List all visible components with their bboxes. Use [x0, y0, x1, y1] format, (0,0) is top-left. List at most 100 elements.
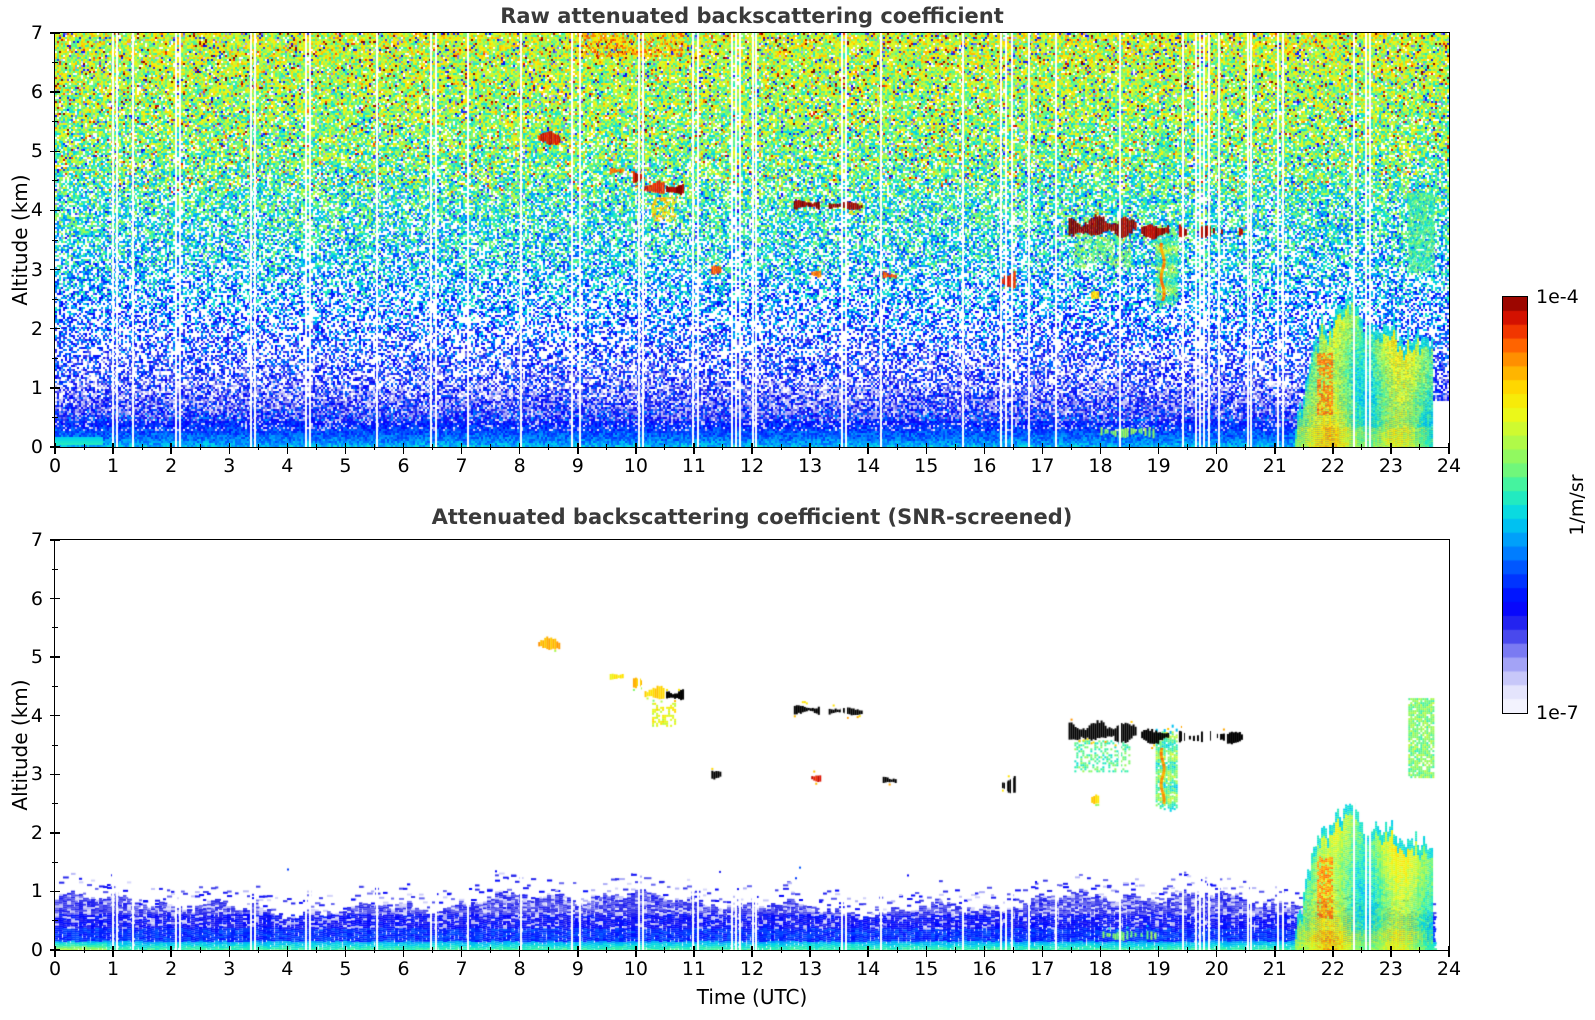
x-tick [170, 443, 172, 454]
plot-title-raw: Raw attenuated backscattering coefficien… [500, 4, 1004, 28]
x-tick [1215, 443, 1218, 454]
x-minor-tick [1419, 444, 1421, 450]
x-tick-label: 2 [165, 455, 178, 477]
x-tick-label: 14 [856, 958, 881, 980]
x-tick-label: 1 [107, 958, 120, 980]
x-minor-tick [373, 444, 375, 450]
y-minor-tick [52, 744, 58, 746]
x-tick-label: 14 [856, 455, 881, 477]
x-minor-tick [1187, 444, 1189, 450]
y-tick-label: 7 [30, 529, 43, 551]
x-minor-tick [141, 947, 143, 953]
plot-screened [53, 538, 1450, 951]
x-tick-label: 10 [623, 455, 648, 477]
x-tick-label: 10 [623, 958, 648, 980]
x-tick [635, 443, 637, 454]
x-tick [518, 443, 521, 454]
x-minor-tick [199, 444, 201, 450]
x-tick-label: 18 [1088, 455, 1113, 477]
x-minor-tick [1245, 947, 1247, 953]
y-tick [50, 773, 60, 776]
heatmap-canvas-screened [54, 539, 1449, 950]
x-minor-tick [373, 947, 375, 953]
x-tick [693, 946, 695, 957]
x-minor-tick [490, 444, 492, 450]
x-tick [518, 946, 521, 957]
x-minor-tick [664, 444, 666, 450]
x-tick [925, 443, 927, 454]
x-tick-label: 20 [1204, 455, 1229, 477]
y-minor-tick [52, 803, 58, 805]
x-minor-tick [664, 947, 666, 953]
x-minor-tick [432, 947, 434, 953]
colorbar-max-label: 1e-4 [1536, 286, 1579, 308]
plot-title-screened: Attenuated backscattering coefficient (S… [431, 505, 1073, 529]
x-tick-label: 15 [914, 958, 939, 980]
y-tick [50, 597, 60, 600]
y-tick [50, 890, 60, 893]
x-tick-label: 11 [681, 455, 706, 477]
x-tick-label: 0 [48, 958, 62, 980]
y-minor-tick [52, 180, 58, 182]
x-tick [693, 443, 695, 454]
x-minor-tick [83, 444, 85, 450]
x-tick-label: 18 [1088, 958, 1113, 980]
x-tick-label: 24 [1436, 958, 1462, 980]
x-tick-label: 22 [1320, 958, 1345, 980]
x-tick-label: 4 [281, 958, 294, 980]
x-minor-tick [896, 947, 898, 953]
y-tick [50, 91, 60, 93]
y-tick-label: 4 [30, 199, 43, 222]
x-tick-label: 12 [739, 958, 765, 980]
x-minor-tick [954, 444, 956, 450]
y-tick-label: 1 [30, 880, 43, 903]
y-tick-label: 3 [30, 763, 43, 786]
y-tick-label: 5 [30, 140, 43, 163]
x-minor-tick [490, 947, 492, 953]
x-minor-tick [722, 947, 724, 953]
y-tick-label: 2 [30, 317, 43, 340]
x-tick [925, 946, 927, 957]
x-tick [1390, 443, 1392, 454]
x-minor-tick [1361, 947, 1363, 953]
x-tick-label: 21 [1262, 455, 1287, 477]
y-tick [50, 327, 60, 330]
y-tick-label: 6 [30, 81, 43, 104]
x-tick [867, 946, 869, 957]
x-minor-tick [315, 947, 317, 953]
x-tick-label: 19 [1146, 958, 1171, 980]
x-tick [460, 443, 463, 454]
y-tick-label: 1 [30, 376, 43, 399]
x-minor-tick [1361, 444, 1363, 450]
y-tick [50, 714, 60, 717]
x-minor-tick [141, 444, 143, 450]
x-minor-tick [548, 444, 550, 450]
x-tick-label: 16 [972, 958, 997, 980]
x-tick [809, 443, 811, 454]
y-minor-tick [52, 416, 58, 418]
x-tick [286, 946, 289, 957]
y-minor-tick [52, 685, 58, 687]
y-tick-label: 0 [30, 939, 43, 961]
x-tick [809, 946, 811, 957]
y-minor-tick [52, 357, 58, 359]
y-minor-tick [52, 62, 58, 64]
y-tick [50, 539, 60, 541]
x-tick [577, 946, 579, 957]
y-minor-tick [52, 568, 58, 570]
x-tick-label: 3 [223, 958, 236, 980]
x-tick [635, 946, 637, 957]
x-tick [1041, 946, 1044, 957]
x-minor-tick [199, 947, 201, 953]
x-minor-tick [722, 444, 724, 450]
x-tick [1099, 443, 1102, 454]
x-tick [1448, 443, 1450, 454]
x-tick [54, 946, 56, 957]
colorbar-min-label: 1e-7 [1536, 702, 1579, 724]
x-tick-label: 6 [397, 455, 410, 477]
x-tick-label: 12 [739, 455, 765, 477]
x-tick-label: 6 [397, 958, 410, 980]
x-minor-tick [257, 947, 259, 953]
y-minor-tick [52, 861, 58, 863]
